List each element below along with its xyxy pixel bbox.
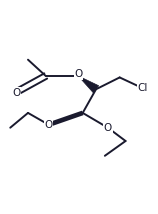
Polygon shape bbox=[78, 76, 99, 93]
Text: O: O bbox=[104, 123, 112, 133]
Polygon shape bbox=[48, 111, 83, 127]
Text: O: O bbox=[45, 120, 53, 130]
Text: O: O bbox=[74, 70, 82, 79]
Text: Cl: Cl bbox=[137, 83, 148, 93]
Text: O: O bbox=[12, 88, 20, 98]
